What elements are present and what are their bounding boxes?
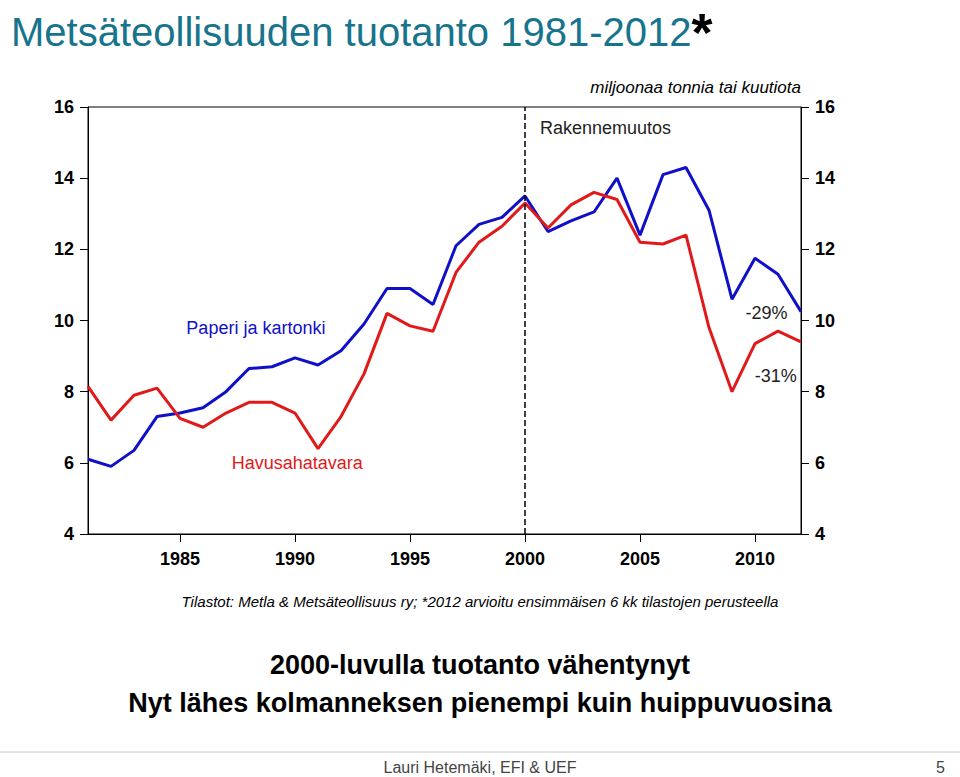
svg-text:2010: 2010: [735, 549, 775, 569]
svg-text:2000-luvulla tuotanto vähentyn: 2000-luvulla tuotanto vähentynyt: [270, 650, 690, 680]
svg-text:10: 10: [54, 311, 74, 331]
svg-text:*: *: [692, 2, 713, 62]
svg-text:Havusahatavara: Havusahatavara: [232, 453, 364, 473]
svg-text:10: 10: [815, 311, 835, 331]
svg-text:1995: 1995: [390, 549, 430, 569]
svg-text:14: 14: [815, 168, 835, 188]
svg-text:8: 8: [64, 382, 74, 402]
svg-text:-31%: -31%: [755, 366, 797, 386]
svg-text:4: 4: [815, 524, 825, 544]
svg-text:Metsäteollisuuden tuotanto 198: Metsäteollisuuden tuotanto 1981-2012: [11, 10, 692, 54]
svg-text:Paperi ja kartonki: Paperi ja kartonki: [186, 318, 325, 338]
svg-text:-29%: -29%: [745, 303, 787, 323]
svg-text:16: 16: [54, 97, 74, 117]
svg-text:2005: 2005: [620, 549, 660, 569]
svg-text:Tilastot: Metla & Metsäteollis: Tilastot: Metla & Metsäteollisuus ry; *2…: [182, 593, 779, 610]
svg-text:6: 6: [815, 453, 825, 473]
svg-text:12: 12: [54, 239, 74, 259]
svg-text:14: 14: [54, 168, 74, 188]
svg-text:2000: 2000: [505, 549, 545, 569]
svg-text:8: 8: [815, 382, 825, 402]
svg-text:5: 5: [936, 759, 945, 776]
svg-text:Rakennemuutos: Rakennemuutos: [540, 118, 671, 138]
svg-text:1985: 1985: [160, 549, 200, 569]
svg-text:16: 16: [815, 97, 835, 117]
svg-text:miljoonaa tonnia tai kuutiota: miljoonaa tonnia tai kuutiota: [590, 78, 801, 97]
svg-text:6: 6: [64, 453, 74, 473]
svg-text:Nyt lähes kolmanneksen pienemp: Nyt lähes kolmanneksen pienempi kuin hui…: [128, 688, 833, 718]
svg-text:4: 4: [64, 524, 74, 544]
svg-text:1990: 1990: [275, 549, 315, 569]
svg-text:12: 12: [815, 239, 835, 259]
svg-text:Lauri Hetemäki, EFI & UEF: Lauri Hetemäki, EFI & UEF: [384, 759, 577, 776]
